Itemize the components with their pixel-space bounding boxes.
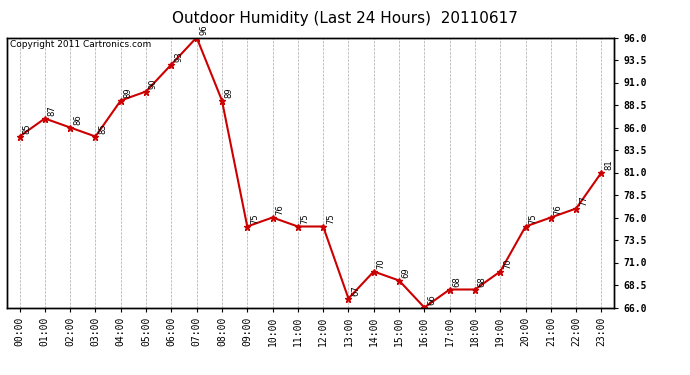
Text: 81: 81: [604, 159, 613, 170]
Text: 67: 67: [351, 285, 360, 296]
Text: 87: 87: [48, 105, 57, 116]
Text: 75: 75: [301, 213, 310, 224]
Text: 85: 85: [98, 123, 107, 134]
Text: 76: 76: [275, 204, 284, 215]
Text: 89: 89: [225, 87, 234, 98]
Text: 86: 86: [73, 114, 82, 125]
Text: 69: 69: [402, 267, 411, 278]
Text: 93: 93: [174, 51, 183, 62]
Text: 89: 89: [124, 87, 132, 98]
Text: 68: 68: [453, 276, 462, 287]
Text: 70: 70: [503, 258, 512, 269]
Text: 90: 90: [149, 78, 158, 89]
Text: 68: 68: [477, 276, 486, 287]
Text: 75: 75: [529, 213, 538, 224]
Text: 77: 77: [579, 195, 588, 206]
Text: 70: 70: [377, 258, 386, 269]
Text: 96: 96: [199, 24, 208, 35]
Text: 76: 76: [553, 204, 562, 215]
Text: 75: 75: [326, 213, 335, 224]
Text: 66: 66: [427, 294, 436, 305]
Text: Outdoor Humidity (Last 24 Hours)  20110617: Outdoor Humidity (Last 24 Hours) 2011061…: [172, 11, 518, 26]
Text: 75: 75: [250, 213, 259, 224]
Text: Copyright 2011 Cartronics.com: Copyright 2011 Cartronics.com: [10, 40, 151, 49]
Text: 85: 85: [22, 123, 31, 134]
